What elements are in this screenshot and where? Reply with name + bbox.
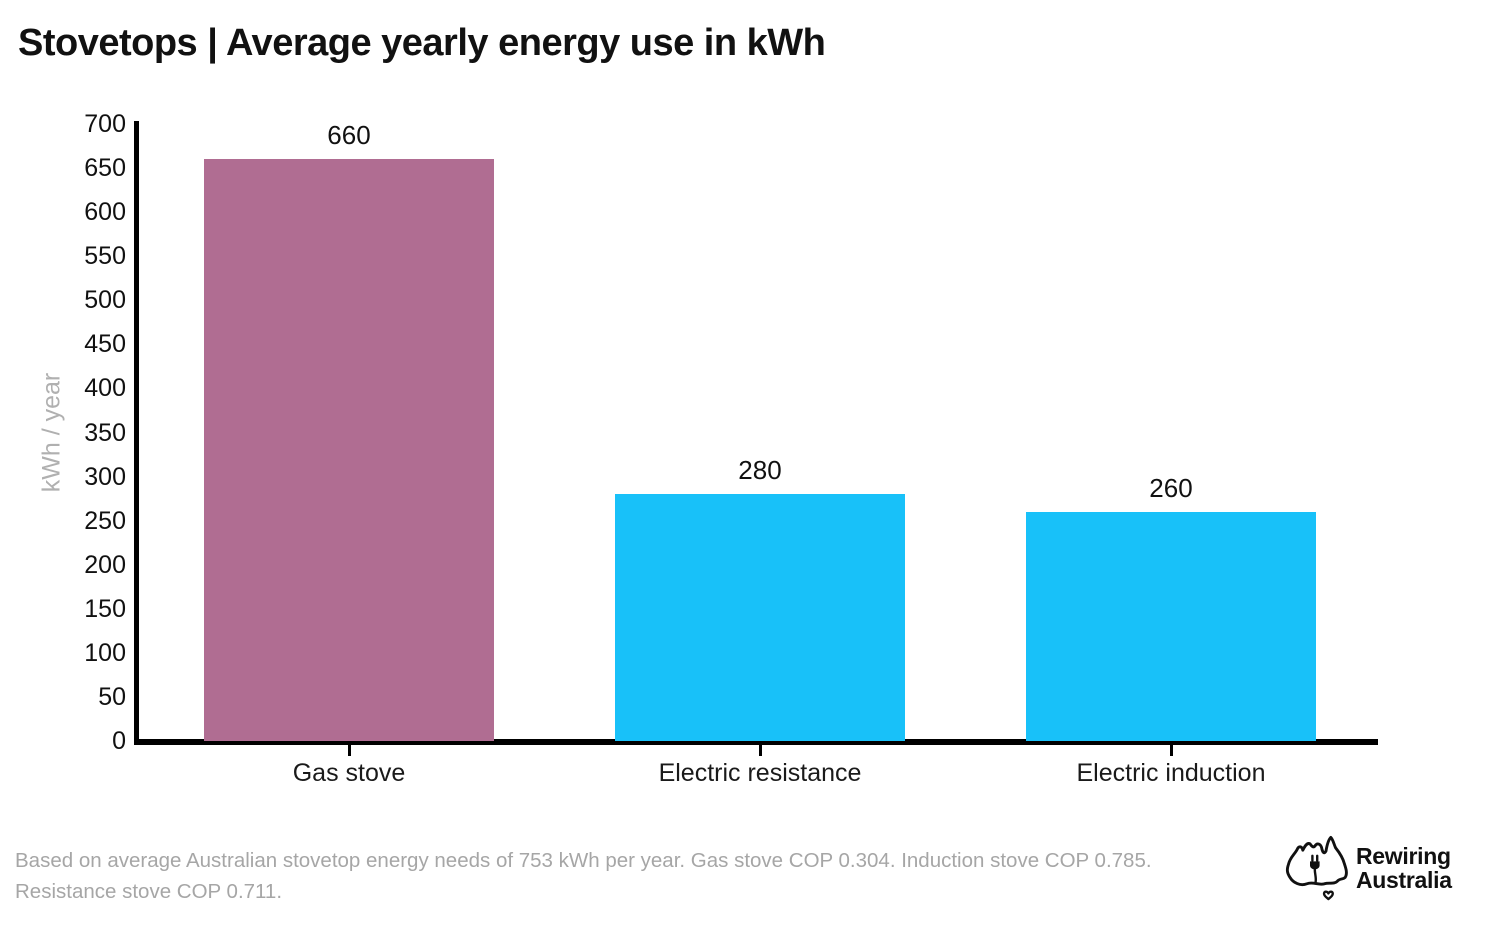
x-tick-mark-gas-stove (347, 745, 351, 756)
x-tick-mark-electric-induction (1169, 745, 1173, 756)
bar-electric-induction (1026, 511, 1316, 741)
x-category-label-electric-resistance: Electric resistance (658, 759, 862, 787)
y-tick-label-450: 450 (84, 330, 126, 359)
y-tick-label-600: 600 (84, 198, 126, 227)
y-tick-label-650: 650 (84, 154, 126, 183)
y-tick-label-0: 0 (112, 727, 126, 755)
logo-text-line-1: Rewiring (1356, 843, 1451, 869)
y-tick-label-350: 350 (84, 418, 126, 447)
y-tick-label-250: 250 (84, 506, 126, 535)
footnote-line-2: Resistance stove COP 0.711. (15, 880, 283, 903)
footnote-line-1: Based on average Australian stovetop ene… (15, 849, 1152, 872)
y-tick-label-400: 400 (84, 374, 126, 403)
y-tick-label-700: 700 (84, 110, 126, 138)
logo-text: Rewiring Australia (1356, 844, 1452, 892)
logo-text-line-2: Australia (1356, 867, 1452, 893)
y-tick-label-50: 50 (98, 682, 126, 711)
bar-gas-stove (204, 159, 494, 741)
y-tick-label-150: 150 (84, 594, 126, 623)
x-tick-mark-electric-resistance (758, 745, 762, 756)
y-axis-line (134, 121, 139, 745)
bar-value-label-electric-resistance: 280 (738, 455, 782, 486)
x-category-label-gas-stove: Gas stove (292, 759, 406, 787)
bar-value-label-electric-induction: 260 (1149, 472, 1193, 503)
x-category-label-electric-induction: Electric induction (1076, 759, 1266, 787)
bar-electric-resistance (615, 494, 905, 741)
y-tick-label-300: 300 (84, 462, 126, 491)
bar-value-label-gas-stove: 660 (327, 120, 371, 151)
y-tick-label-200: 200 (84, 550, 126, 579)
y-tick-label-100: 100 (84, 638, 126, 667)
x-axis-line (134, 739, 1378, 745)
y-tick-label-500: 500 (84, 286, 126, 315)
chart-title: Stovetops | Average yearly energy use in… (18, 22, 826, 64)
y-tick-label-550: 550 (84, 242, 126, 271)
rewiring-australia-logo: Rewiring Australia (1278, 826, 1478, 921)
footnote: Based on average Australian stovetop ene… (15, 845, 1255, 907)
